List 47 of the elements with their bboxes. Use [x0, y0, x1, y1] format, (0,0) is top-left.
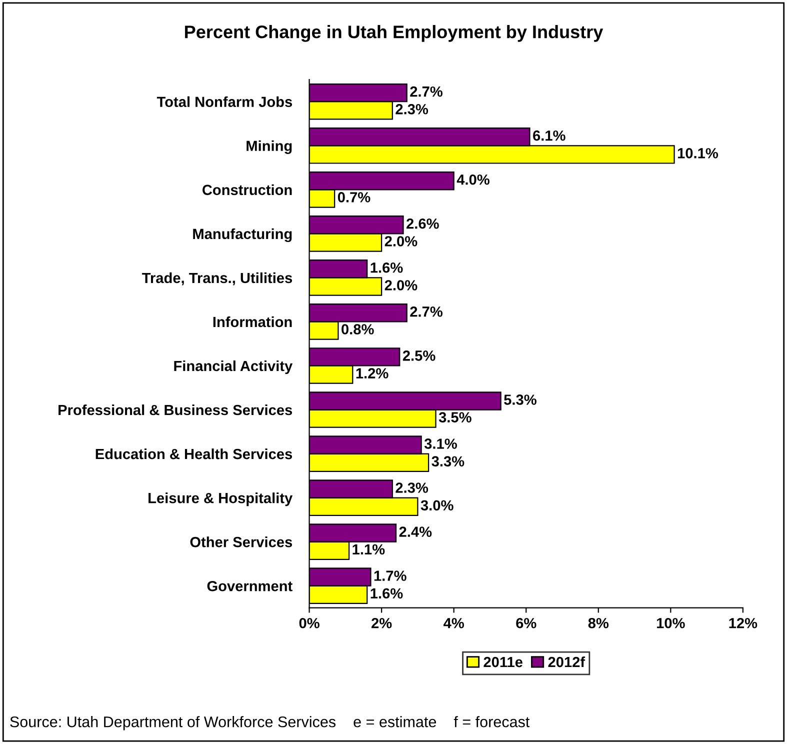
data-label: 10.1%: [678, 148, 718, 158]
chart-title: Percent Change in Utah Employment by Industry: [185, 25, 604, 42]
y-tick-label: Manufacturing: [193, 228, 292, 242]
data-label: 0.7%: [338, 192, 370, 202]
data-label: 5.3%: [504, 394, 536, 405]
data-label: 2.6%: [406, 218, 439, 229]
y-tick-label: Information: [213, 316, 292, 328]
data-label: 1.7%: [374, 570, 406, 581]
data-label: 0.8%: [342, 324, 374, 334]
legend-label: 2011e: [484, 656, 522, 668]
y-tick-label: Financial Activity: [174, 360, 293, 374]
data-label: 3.3%: [432, 456, 464, 467]
data-label: 1.1%: [352, 544, 385, 555]
x-tick-label: 6%: [516, 618, 536, 628]
data-label: 1.6%: [370, 262, 403, 273]
data-label: 4.0%: [456, 174, 490, 185]
y-tick-label: Leisure & Hospitality: [148, 492, 293, 506]
y-tick-label: Construction: [202, 184, 292, 196]
y-tick-label: Government: [207, 580, 292, 592]
data-label: 1.6%: [370, 588, 403, 599]
data-label: 2.7%: [410, 86, 442, 97]
y-tick-label: Professional & Business Services: [58, 404, 292, 416]
data-label: 2.5%: [402, 350, 436, 361]
y-tick-label: Total Nonfarm Jobs: [156, 96, 292, 108]
x-tick-label: 8%: [588, 618, 609, 628]
data-label: 6.1%: [533, 130, 566, 141]
x-tick-label: 12%: [729, 618, 758, 628]
data-label: 2.0%: [384, 236, 418, 246]
data-label: 1.2%: [356, 368, 388, 378]
data-label: 2.3%: [396, 482, 428, 493]
y-tick-label: Education & Health Services: [96, 448, 292, 460]
data-label: 2.3%: [396, 104, 428, 114]
x-tick-label: 2%: [372, 618, 392, 628]
y-tick-label: Other Services: [190, 536, 292, 548]
data-label: 2.4%: [399, 526, 432, 537]
y-tick-label: Mining: [246, 140, 292, 154]
source-note: Source: Utah Department of Workforce Services e = estimate f = forecast: [10, 716, 530, 730]
x-tick-label: 4%: [444, 618, 464, 628]
x-tick-label: 0%: [299, 618, 320, 628]
data-label: 3.5%: [438, 412, 472, 422]
legend-label: 2012f: [548, 656, 586, 668]
data-label: 2.0%: [384, 280, 418, 290]
y-tick-label: Trade, Trans., Utilities: [142, 272, 292, 286]
data-label: 2.7%: [410, 306, 442, 317]
data-label: 3.0%: [420, 500, 454, 511]
data-label: 3.1%: [424, 438, 457, 449]
x-tick-label: 10%: [656, 618, 685, 628]
